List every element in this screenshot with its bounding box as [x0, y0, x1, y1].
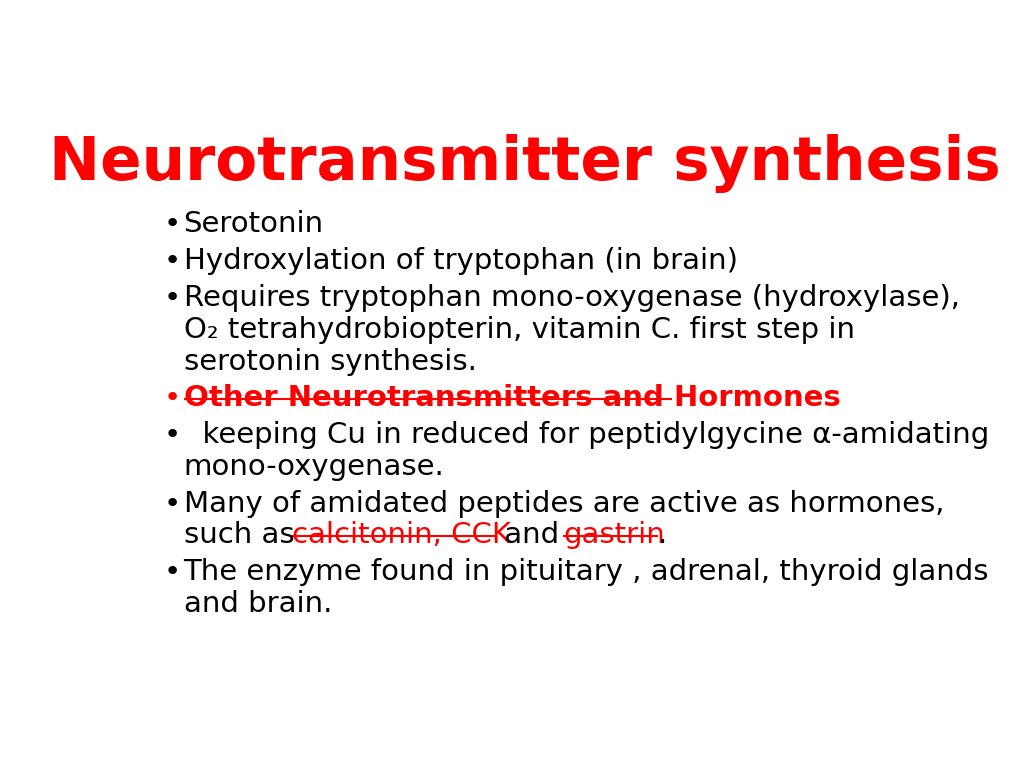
Text: •: •	[164, 283, 181, 312]
Text: Neurotransmitter synthesis: Neurotransmitter synthesis	[49, 134, 1000, 193]
Text: and: and	[496, 521, 569, 549]
Text: gastrin: gastrin	[563, 521, 665, 549]
Text: Hydroxylation of tryptophan (in brain): Hydroxylation of tryptophan (in brain)	[183, 247, 737, 275]
Text: O₂ tetrahydrobiopterin, vitamin C. first step in: O₂ tetrahydrobiopterin, vitamin C. first…	[183, 316, 855, 344]
Text: •: •	[164, 210, 181, 238]
Text: mono-oxygenase.: mono-oxygenase.	[183, 453, 444, 481]
Text: Other Neurotransmitters and Hormones: Other Neurotransmitters and Hormones	[183, 384, 841, 412]
Text: •: •	[164, 558, 181, 586]
Text: •: •	[164, 247, 181, 275]
Text: keeping Cu in reduced for peptidylgycine α-amidating: keeping Cu in reduced for peptidylgycine…	[183, 421, 989, 449]
Text: •: •	[164, 384, 181, 412]
Text: serotonin synthesis.: serotonin synthesis.	[183, 348, 476, 376]
Text: •: •	[164, 421, 181, 449]
Text: Requires tryptophan mono-oxygenase (hydroxylase),: Requires tryptophan mono-oxygenase (hydr…	[183, 283, 959, 312]
Text: The enzyme found in pituitary , adrenal, thyroid glands: The enzyme found in pituitary , adrenal,…	[183, 558, 989, 586]
Text: and brain.: and brain.	[183, 590, 332, 618]
Text: .: .	[658, 521, 668, 549]
Text: •: •	[164, 489, 181, 518]
Text: calcitonin, CCK: calcitonin, CCK	[292, 521, 511, 549]
Text: Serotonin: Serotonin	[183, 210, 324, 238]
Text: Many of amidated peptides are active as hormones,: Many of amidated peptides are active as …	[183, 489, 944, 518]
Text: such as: such as	[183, 521, 303, 549]
